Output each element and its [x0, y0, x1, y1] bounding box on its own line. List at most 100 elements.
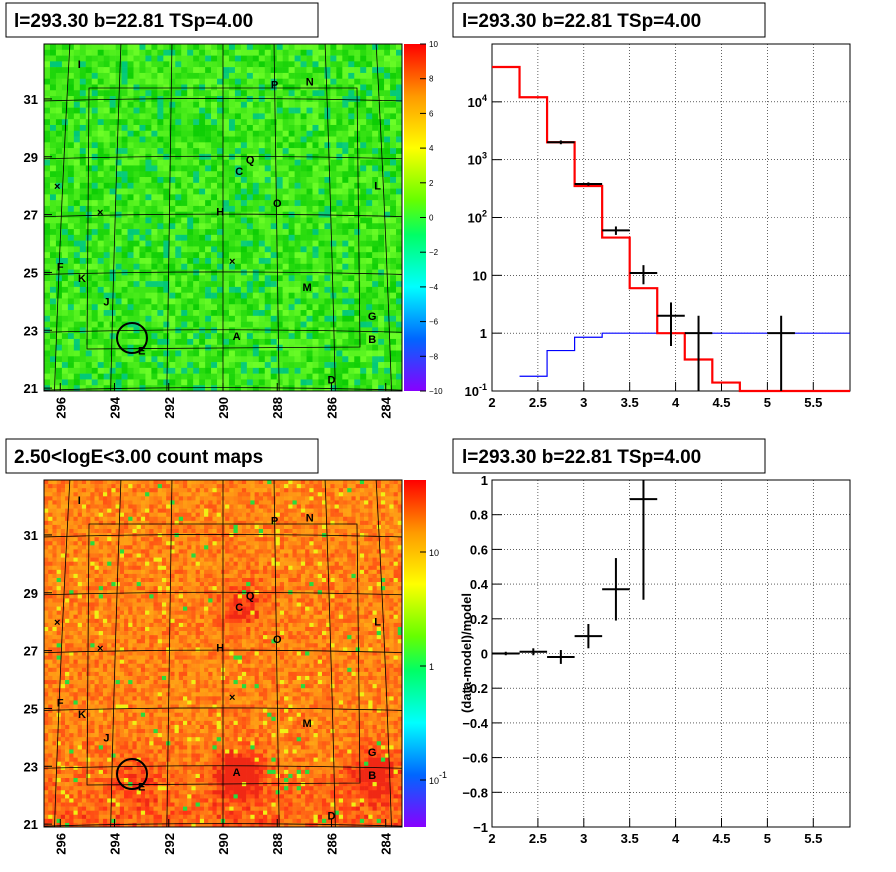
- map1-pixel: [187, 246, 194, 253]
- map1-pixel: [348, 344, 355, 351]
- map1-pixel: [109, 84, 116, 91]
- map2-pixel: [81, 590, 87, 595]
- map1-pixel: [85, 165, 93, 172]
- map1-pixel: [55, 182, 63, 189]
- map1-pixel: [330, 55, 337, 62]
- map1-pixel: [342, 373, 349, 380]
- map2-pixel: [98, 635, 104, 640]
- map1-pixel: [282, 263, 289, 270]
- map1-pixel: [348, 55, 355, 62]
- map1-pixel: [348, 350, 355, 357]
- map1-pixel: [306, 240, 313, 247]
- map1-pixel: [85, 44, 93, 51]
- map1-pixel: [121, 200, 128, 207]
- map2-pixel: [102, 806, 108, 811]
- map1-pixel: [205, 119, 212, 126]
- map1-pixel: [276, 367, 283, 374]
- map1-pixel: [228, 159, 236, 166]
- map1-pixel: [67, 356, 75, 363]
- map2-pixel: [86, 737, 91, 742]
- map1-pixel: [151, 304, 158, 311]
- map1-pixel: [187, 200, 194, 207]
- map1-pixel: [103, 263, 110, 270]
- map1-pixel: [187, 72, 194, 79]
- map1-pixel: [55, 188, 63, 195]
- map1-pixel: [223, 148, 230, 155]
- map1-pixel: [378, 252, 385, 259]
- map1-pixel: [115, 159, 122, 166]
- map1-pixel: [121, 367, 128, 374]
- map1-pixel: [133, 61, 140, 68]
- map1-pixel: [354, 229, 361, 236]
- map1-pixel: [109, 263, 116, 270]
- map2-pixel: [98, 606, 104, 611]
- map2-pixel: [81, 749, 87, 754]
- map1-pixel: [234, 84, 242, 91]
- map1-pixel: [139, 333, 146, 340]
- map1-pixel: [270, 159, 277, 166]
- map1-source-label: E: [138, 346, 145, 358]
- map1-pixel: [211, 136, 218, 143]
- map1-pixel: [91, 136, 98, 143]
- map1-pixel: [252, 281, 260, 288]
- map1-pixel: [348, 165, 355, 172]
- map1-pixel: [127, 286, 134, 293]
- map1-pixel: [270, 84, 277, 91]
- map2-pixel: [56, 528, 62, 534]
- map1-pixel: [300, 292, 307, 299]
- map1-pixel: [246, 84, 254, 91]
- map2-pixel: [98, 671, 104, 677]
- map1-pixel: [205, 101, 212, 108]
- map1-pixel: [145, 61, 152, 68]
- map1-pixel: [103, 200, 110, 207]
- map2-pixel: [56, 565, 62, 571]
- map2-pixel: [81, 516, 87, 522]
- map1-pixel: [145, 90, 152, 97]
- map1-pixel: [390, 67, 397, 74]
- map1-pixel: [384, 124, 391, 132]
- map1-pixel: [151, 165, 158, 172]
- map2-pixel: [52, 516, 57, 522]
- map2-pixel: [60, 741, 66, 746]
- map1-pixel: [288, 205, 295, 213]
- map1-pixel: [366, 194, 373, 201]
- map1-pixel: [49, 292, 57, 299]
- map1-pixel: [258, 130, 266, 137]
- map2-pixel: [94, 533, 100, 538]
- map1-pixel: [97, 234, 104, 241]
- map1-pixel: [396, 310, 402, 317]
- map1-pixel: [300, 49, 307, 56]
- map1-pixel: [306, 223, 313, 230]
- map1-pixel: [115, 350, 122, 357]
- map1-pixel: [366, 252, 373, 259]
- map1-pixel: [366, 44, 373, 51]
- map1-pixel: [151, 379, 158, 386]
- map1-pixel: [396, 240, 402, 247]
- map1-pixel: [139, 223, 146, 230]
- map1-pixel: [217, 304, 224, 311]
- map1-pixel: [55, 177, 63, 184]
- map1-pixel: [103, 188, 110, 195]
- map1-pixel: [211, 182, 218, 189]
- map1-pixel: [360, 72, 367, 79]
- map1-pixel: [360, 124, 367, 132]
- map2-pixel: [102, 516, 108, 522]
- map2-pixel: [86, 810, 91, 816]
- map2-pixel: [86, 680, 91, 685]
- map1-pixel: [187, 177, 194, 184]
- map2-pixel: [56, 488, 62, 493]
- map2-pixel: [65, 798, 70, 803]
- map1-pixel: [342, 344, 349, 351]
- map1-pixel: [270, 373, 277, 380]
- map1-pixel: [270, 275, 277, 282]
- map1-pixel: [217, 286, 224, 293]
- map1-pixel: [336, 96, 343, 103]
- map1-pixel: [103, 321, 110, 328]
- map2-pixel: [98, 773, 104, 779]
- map1-pixel: [342, 281, 349, 288]
- map2-pixel: [69, 708, 74, 713]
- map1-pixel: [252, 113, 260, 120]
- map1-pixel: [318, 44, 325, 51]
- map1-pixel: [163, 159, 170, 166]
- map1-pixel: [348, 159, 355, 166]
